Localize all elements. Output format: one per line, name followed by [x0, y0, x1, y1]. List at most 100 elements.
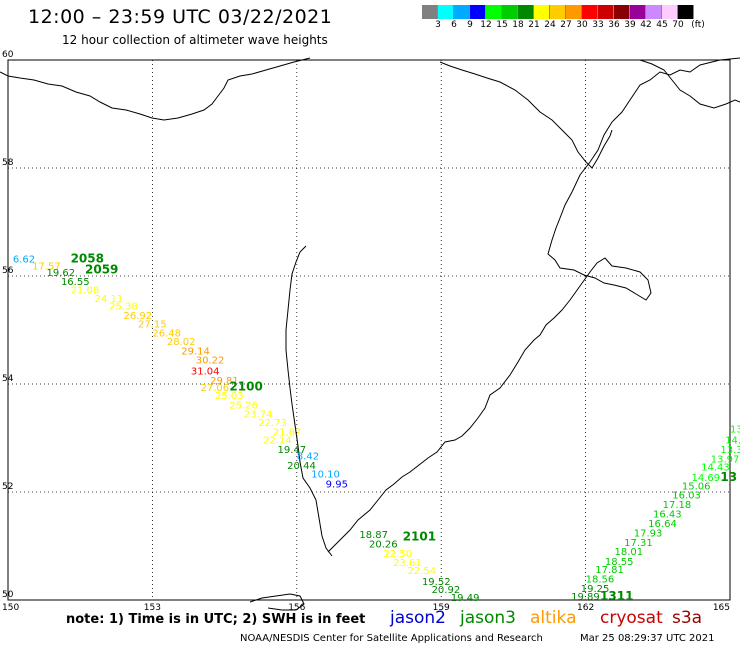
scale-label: 9 — [467, 20, 473, 30]
scale-swatch — [518, 5, 534, 19]
wave-height-reading: 24.11 — [95, 294, 124, 305]
wave-height-reading: 19.62 — [47, 268, 76, 279]
lon-tick-label: 162 — [577, 603, 594, 613]
wave-height-reading: 19.25 — [581, 584, 610, 595]
lat-tick-label: 58 — [2, 158, 14, 168]
axis-tick-labels: 60 58 56 54 52 50 150 153 156 159 162 165 — [2, 50, 730, 613]
wave-height-reading: 10.10 — [311, 469, 340, 480]
pass-time-label: 2059 — [85, 262, 118, 276]
pass-time-label: 13 — [720, 470, 737, 484]
wave-height-reading: 8.42 — [297, 452, 319, 463]
wave-height-reading: 20.44 — [287, 461, 316, 472]
western-kamchatka-coastline — [285, 245, 333, 557]
wave-height-reading: 30.22 — [196, 355, 225, 366]
wave-height-reading: 16.03 — [672, 490, 701, 501]
wave-height-reading: 28.02 — [167, 337, 196, 348]
scale-swatch — [422, 5, 438, 19]
wave-height-reading: 17.57 — [32, 262, 61, 273]
wave-height-reading: 20.26 — [369, 540, 398, 551]
pass-time-label: 2101 — [403, 530, 436, 544]
wave-height-reading: 21.08 — [71, 285, 100, 296]
scale-unit: (ft) — [691, 20, 705, 30]
lat-tick-label: 56 — [2, 266, 14, 276]
wave-height-reading: 25.38 — [109, 301, 138, 312]
lat-lon-grid — [7, 59, 731, 601]
scale-label: 70 — [672, 20, 684, 30]
satellite-legend-s3a: s3a — [672, 608, 703, 628]
wave-height-reading: 14.69 — [691, 473, 720, 484]
wave-height-reading: 23.61 — [393, 558, 422, 569]
lat-tick-label: 60 — [2, 50, 14, 60]
color-scale-swatches — [422, 5, 694, 19]
wave-height-reading: 17.93 — [634, 528, 663, 539]
wave-height-reading: 20.92 — [432, 585, 461, 596]
okhotsk-west-coastline — [439, 61, 613, 169]
wave-height-reading: 27.06 — [201, 383, 230, 394]
scale-swatch — [502, 5, 518, 19]
lat-tick-label: 50 — [2, 590, 14, 600]
lon-tick-label: 150 — [2, 603, 19, 613]
scale-swatch — [598, 5, 614, 19]
scale-swatch — [582, 5, 598, 19]
wave-height-reading: 26.92 — [124, 311, 153, 322]
wave-height-reading: 17.18 — [663, 500, 692, 511]
wave-height-reading: 25.26 — [229, 400, 258, 411]
wave-height-reading: 25.03 — [215, 391, 244, 402]
wave-height-reading: 19.52 — [422, 577, 451, 588]
wave-height-reading: 18.55 — [605, 557, 634, 568]
wave-height-reading: 15.06 — [682, 481, 711, 492]
scale-swatch — [470, 5, 486, 19]
scale-label: 6 — [451, 20, 457, 30]
satellite-legend-altika: altika — [530, 608, 577, 628]
scale-swatch — [566, 5, 582, 19]
lon-tick-label: 153 — [144, 603, 161, 613]
lon-tick-label: 165 — [713, 603, 730, 613]
wave-height-reading: 18.01 — [614, 547, 643, 558]
kuril-islands — [249, 593, 305, 611]
footer-credit: NOAA/NESDIS Center for Satellite Applica… — [240, 633, 543, 644]
kamchatka-coastline — [327, 57, 740, 553]
map-frame — [7, 59, 731, 601]
lon-tick-label: 159 — [433, 603, 450, 613]
wave-height-reading: 19.47 — [278, 445, 307, 456]
wave-height-reading: 6.62 — [13, 255, 35, 266]
okhotsk-north-coastline — [0, 57, 311, 121]
koryak-coastline — [639, 59, 740, 109]
scale-label: 27 — [560, 20, 572, 30]
pass-time-label: 2058 — [71, 252, 104, 266]
wave-height-reading: 21.87 — [273, 427, 302, 438]
lat-tick-label: 54 — [2, 374, 14, 384]
wave-height-reading: 18.87 — [359, 530, 388, 541]
wave-height-reading: 22.54 — [408, 566, 437, 577]
wave-height-reading: 22.73 — [258, 418, 287, 429]
scale-swatch — [678, 5, 694, 19]
coastline — [0, 57, 740, 611]
map-subtitle: 12 hour collection of altimeter wave hei… — [62, 33, 328, 47]
wave-height-reading: 29.81 — [210, 376, 239, 387]
lat-tick-label: 52 — [2, 482, 13, 492]
scale-label: 36 — [608, 20, 620, 30]
scale-swatch — [646, 5, 662, 19]
scale-swatch — [614, 5, 630, 19]
scale-label: 42 — [640, 20, 652, 30]
scale-label: 15 — [496, 20, 508, 30]
color-scale-legend: 3 6 9 12 15 18 21 24 27 30 33 36 39 42 45 70 (ft) — [422, 5, 705, 31]
wave-height-reading: 19.89 — [571, 592, 600, 603]
wave-height-reading: 9.95 — [326, 480, 348, 491]
scale-swatch — [550, 5, 566, 19]
scale-label: 12 — [480, 20, 492, 30]
scale-label: 24 — [544, 20, 556, 30]
wave-height-reading: 16.55 — [61, 277, 90, 288]
satellite-legend-jason2: jason2 — [390, 608, 446, 628]
scale-swatch — [454, 5, 470, 19]
color-scale-labels: 3 6 9 12 15 18 21 24 27 30 33 36 39 42 45 70 (ft) — [422, 19, 705, 31]
pass-time-label: 1311 — [600, 589, 633, 603]
wave-height-reading: 18.56 — [586, 575, 615, 586]
scale-swatch — [630, 5, 646, 19]
wave-height-reading: 29.14 — [181, 346, 210, 357]
wave-height-reading: 17.81 — [595, 565, 624, 576]
wave-height-reading: 13 — [730, 425, 740, 436]
